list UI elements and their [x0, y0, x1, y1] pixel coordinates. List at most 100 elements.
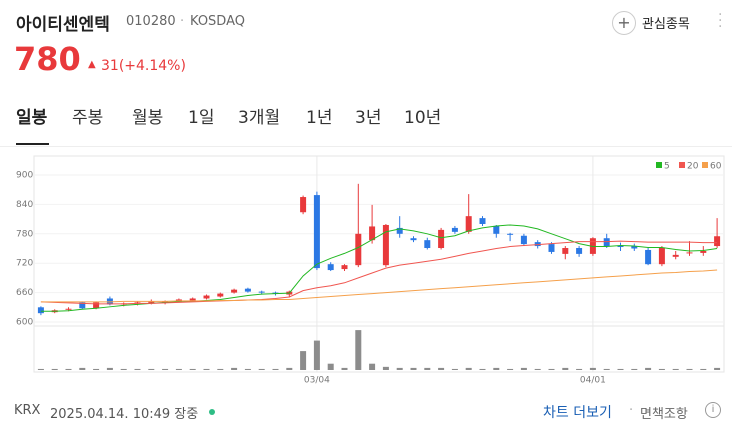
legend-swatch	[702, 162, 708, 168]
legend-label: 20	[687, 162, 699, 172]
volume-bar	[231, 367, 238, 370]
tab[interactable]: 1일	[188, 108, 215, 128]
volume-bar	[189, 368, 196, 370]
volume-bar	[603, 368, 610, 370]
candle-body	[79, 302, 86, 309]
chart: 600 660 720 780 840 900 03/04 04/01 5 20 60	[16, 155, 725, 386]
candle-body	[37, 307, 44, 314]
volume-bar	[300, 351, 307, 370]
tab-underline	[16, 143, 49, 145]
divider	[0, 146, 732, 147]
info-icon[interactable]: i	[705, 402, 721, 418]
candle-body	[217, 293, 224, 297]
candle-body	[300, 197, 307, 213]
candle-body	[479, 218, 486, 224]
candle-body	[658, 248, 665, 265]
candle-body	[465, 216, 472, 232]
candle-body	[148, 301, 155, 303]
candle-body	[562, 248, 569, 254]
candle-body	[424, 240, 431, 249]
candle-body	[203, 295, 210, 299]
volume-bar	[175, 368, 182, 370]
volume-bar	[148, 368, 155, 370]
legend-swatch	[656, 162, 662, 168]
stock-code: 010280	[126, 14, 176, 29]
tab[interactable]: 10년	[404, 108, 442, 128]
tab[interactable]: 주봉	[72, 108, 104, 128]
menu-icon[interactable]: · · ·	[718, 7, 723, 35]
candle-body	[548, 244, 555, 252]
more-link[interactable]: 차트 더보기	[543, 405, 612, 421]
tab[interactable]: 일봉	[16, 108, 48, 128]
volume-bar	[203, 368, 210, 370]
volume-bar	[355, 330, 362, 370]
candle-body	[520, 235, 527, 245]
add-icon[interactable]: +	[612, 11, 636, 35]
watch-button[interactable]: 관심종목	[642, 17, 690, 32]
volume-bar	[534, 368, 541, 370]
volume-bar	[686, 368, 693, 370]
volume-bar	[672, 368, 679, 370]
candle-body	[576, 248, 583, 254]
volume-bar	[589, 367, 596, 370]
candle-body	[65, 308, 72, 310]
candle-body	[686, 252, 693, 254]
candle-body	[258, 291, 265, 293]
tab[interactable]: 월봉	[132, 108, 164, 128]
volume-bar	[37, 368, 44, 370]
candle-body	[341, 265, 348, 270]
candle-body	[714, 236, 721, 247]
candle-body	[244, 288, 251, 292]
candle-body	[231, 289, 238, 293]
candle-body	[327, 264, 334, 271]
chart-frame	[33, 155, 725, 373]
volume-bar	[369, 363, 376, 370]
legend-label: 5	[664, 162, 670, 172]
volume-bar	[658, 368, 665, 370]
volume-bar	[631, 368, 638, 370]
candle-body	[493, 225, 500, 234]
volume-bar	[258, 368, 265, 370]
candle-body	[382, 224, 389, 266]
y-tick-label: 780	[16, 229, 33, 239]
candle-body	[313, 195, 320, 269]
moving-average	[40, 269, 718, 303]
volume-bar	[341, 367, 348, 370]
volume-bar	[327, 363, 334, 370]
volume-bar	[79, 367, 86, 370]
y-tick-label: 720	[16, 259, 33, 269]
volume-bar	[313, 340, 320, 370]
legend-swatch	[679, 162, 685, 168]
candle-body	[355, 233, 362, 266]
volume-bar	[286, 367, 293, 370]
legend-label: 60	[710, 162, 722, 172]
volume-bar	[714, 367, 721, 370]
candle-body	[438, 229, 445, 249]
tab[interactable]: 3개월	[238, 108, 281, 128]
tab[interactable]: 1년	[306, 108, 333, 128]
timestamp: 2025.04.14. 10:49 장중	[50, 407, 199, 422]
stock-name: 아이티센엔텍	[16, 15, 110, 35]
y-tick-label: 900	[16, 171, 33, 181]
separator: ·	[180, 14, 185, 29]
exchange: KRX	[14, 403, 41, 418]
disclaimer[interactable]: 면책조항	[640, 407, 688, 422]
candle-body	[631, 246, 638, 249]
tab[interactable]: 3년	[355, 108, 382, 128]
volume-bar	[51, 368, 58, 370]
volume-bar	[272, 368, 279, 370]
live-dot	[209, 409, 215, 415]
y-tick-label: 660	[16, 288, 33, 298]
volume-bar	[562, 367, 569, 370]
moving-average	[40, 240, 718, 305]
volume-bar	[162, 368, 169, 370]
volume-bar	[244, 368, 251, 370]
candle-body	[700, 250, 707, 253]
volume-bar	[424, 367, 431, 370]
x-tick-label: 04/01	[580, 376, 606, 386]
volume-bar	[700, 368, 707, 370]
volume-bar	[617, 368, 624, 370]
moving-average	[40, 224, 718, 312]
up-arrow: ▲	[88, 59, 96, 70]
